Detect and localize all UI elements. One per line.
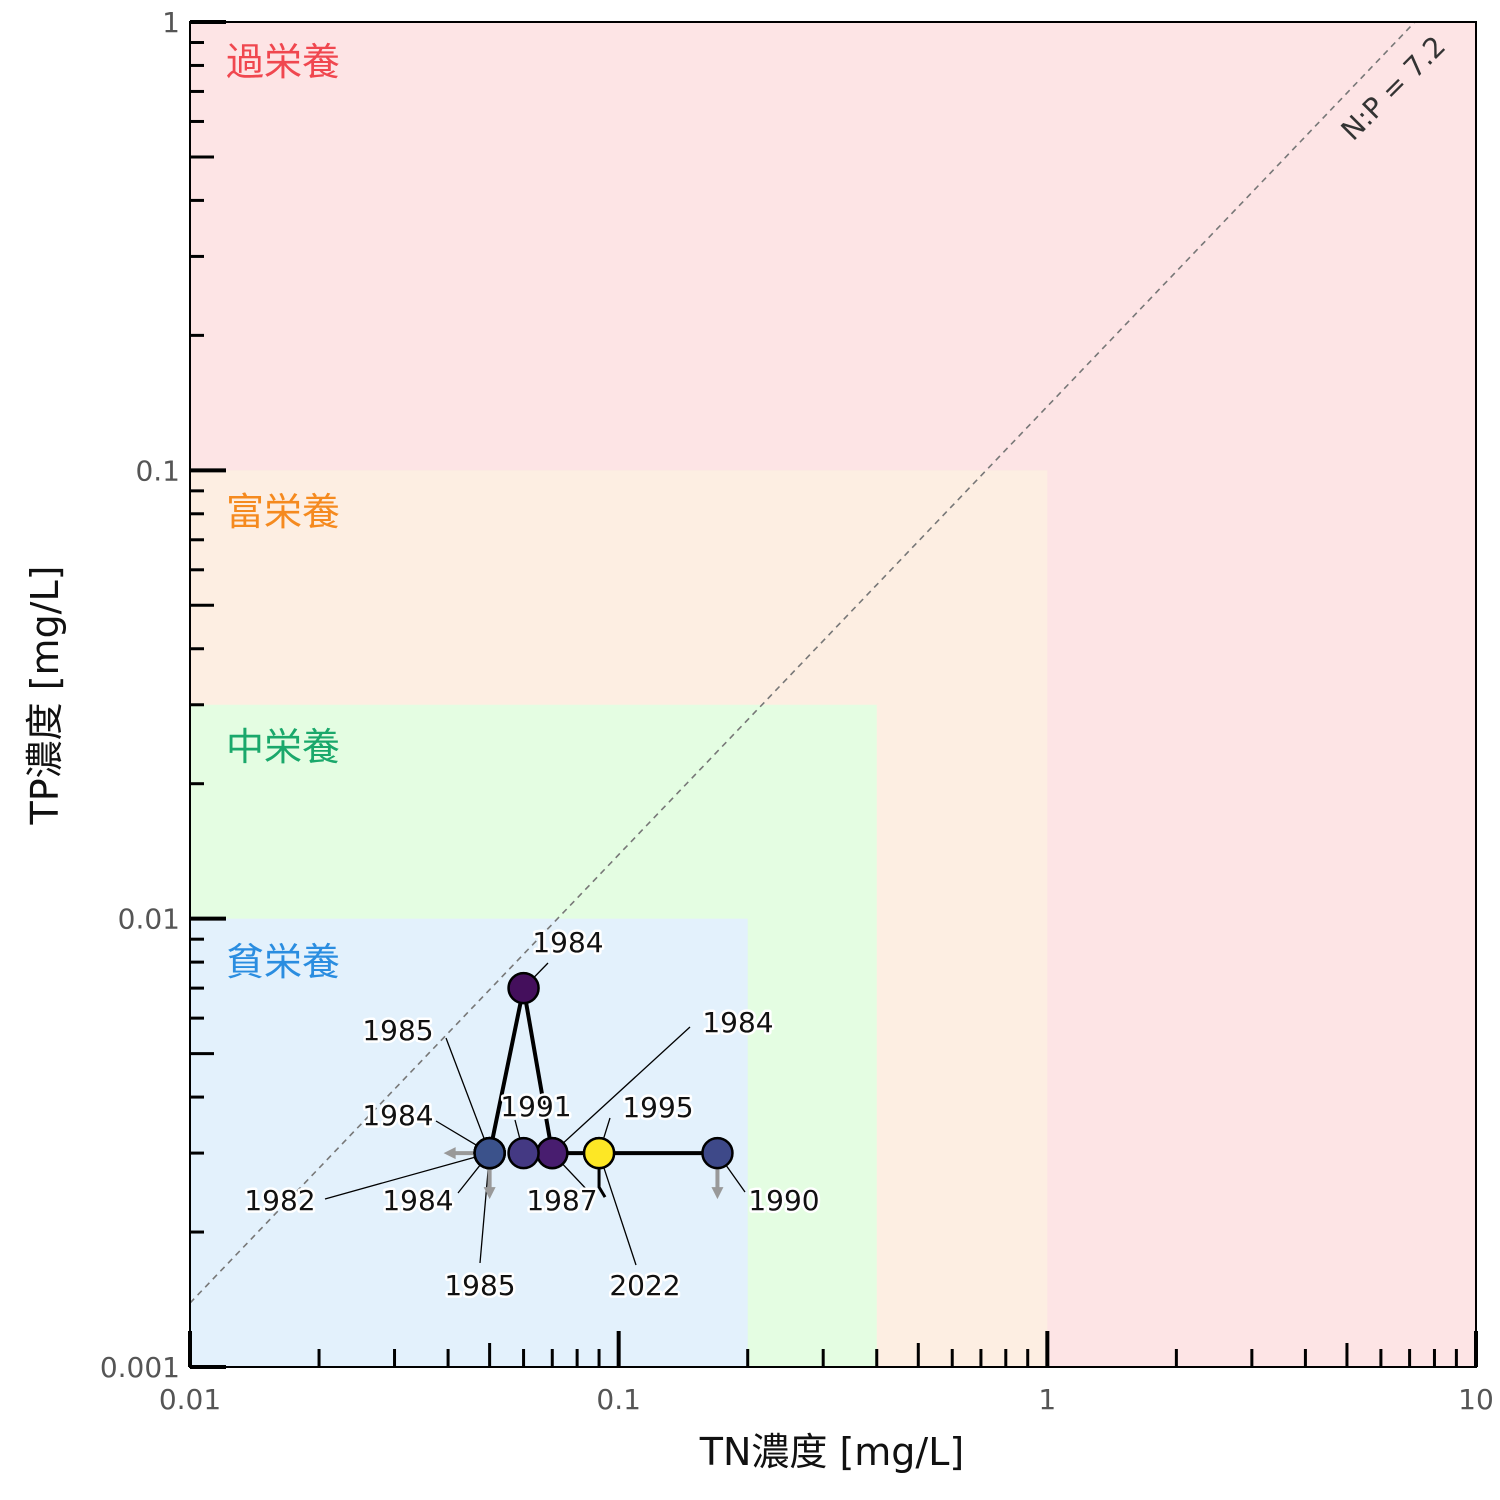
trajectory-tail [597,1167,607,1198]
point-year-label: 1995 [622,1091,693,1124]
label-leader [445,1037,491,1154]
zone-label: 中栄養 [226,725,340,769]
data-point [701,1136,734,1170]
x-tick-label: 0.1 [596,1383,641,1416]
point-year-label: 1985 [444,1269,515,1302]
x-tick-label: 1 [1038,1383,1056,1416]
label-leader [598,1152,637,1266]
x-axis-title: TN濃度 [mg/L] [699,1430,964,1474]
zone-label: 貧栄養 [226,940,340,984]
point-labels: 1982 1984 1984 1985 1985 1984 1984 1987 1990 1991… [242,924,822,1305]
point-year-label: 1984 [532,926,603,959]
zone-label: 富栄養 [226,490,340,534]
point-year-label: 1987 [526,1184,597,1217]
point-year-label: 2022 [609,1269,680,1302]
tp-below-arrow-head [483,1187,496,1200]
y-axis-title: TP濃度 [mg/L] [23,566,67,826]
zone-area [190,918,748,1367]
point-year-label: 1982 [244,1184,315,1217]
trajectory-line [487,986,718,1156]
tp-below-arrow-head [711,1187,724,1200]
point-year-label: 1984 [362,1099,433,1132]
tn-below-arrow-head [443,1147,456,1160]
point-year-label: 1984 [702,1006,773,1039]
zone-label: 過栄養 [226,40,340,84]
y-tick-label: 0.01 [118,903,180,936]
data-point [582,1136,616,1170]
data-point [507,1136,540,1170]
y-tick-label: 1 [162,6,180,39]
data-points [473,971,734,1170]
trajectory-path [487,986,718,1198]
data-point [473,1136,506,1170]
np-ratio-line [189,21,1416,1304]
point-year-label: 1991 [500,1090,571,1123]
label-leader [324,1152,490,1200]
y-tick-label: 0.001 [100,1351,180,1384]
point-year-label: 1990 [748,1184,819,1217]
plot-frame [189,21,1477,1368]
data-point [507,971,540,1005]
x-tick-label: 10 [1458,1383,1494,1416]
label-leader [551,1026,691,1154]
data-point [536,1136,569,1170]
y-tick-label: 0.1 [135,454,180,487]
point-year-label: 1985 [362,1014,433,1047]
x-tick-label: 0.01 [159,1383,221,1416]
point-year-label: 1984 [382,1184,453,1217]
